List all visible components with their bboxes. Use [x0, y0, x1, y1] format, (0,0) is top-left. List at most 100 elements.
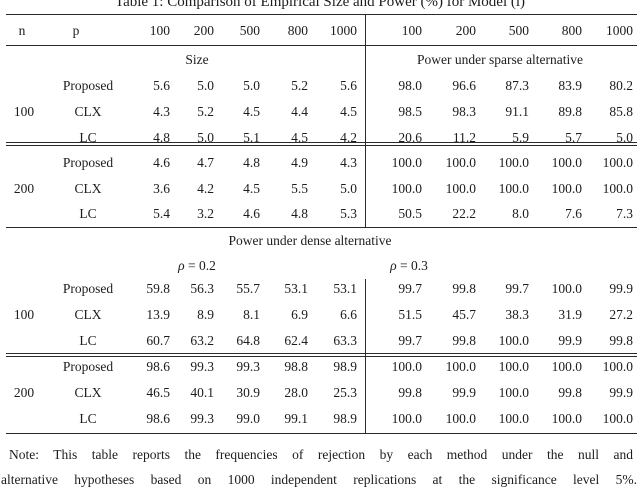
- method-label: CLX: [74, 181, 102, 196]
- column-divider-top-panel: [365, 14, 366, 227]
- table-value: 100.0: [498, 155, 529, 170]
- table-value: 50.5: [398, 206, 422, 221]
- table-value: 8.0: [512, 206, 529, 221]
- rho-02-label: ρ = 0.2: [178, 258, 216, 273]
- rho-03-label: ρ = 0.3: [390, 258, 428, 273]
- table-value: 98.5: [398, 104, 422, 119]
- table-value: 5.2: [197, 104, 214, 119]
- table-value: 100.0: [551, 155, 582, 170]
- col-header-p-value: 100: [401, 23, 422, 38]
- table-value: 22.2: [452, 206, 476, 221]
- rule-block-sep-2a: [6, 353, 637, 354]
- table-value: 89.8: [558, 104, 582, 119]
- table-value: 91.1: [505, 104, 529, 119]
- method-label: Proposed: [62, 281, 114, 296]
- table-value: 6.6: [340, 307, 357, 322]
- table-value: 5.0: [197, 130, 214, 145]
- table-value: 40.1: [190, 385, 214, 400]
- table-value: 100.0: [498, 333, 529, 348]
- table-value: 4.3: [340, 155, 357, 170]
- table-value: 5.6: [340, 78, 357, 93]
- table-value: 8.9: [197, 307, 214, 322]
- table-value: 4.5: [243, 181, 260, 196]
- method-label: LC: [79, 333, 97, 348]
- table-value: 99.8: [558, 385, 582, 400]
- method-label: CLX: [74, 385, 102, 400]
- table-value: 5.9: [512, 130, 529, 145]
- table-value: 100.0: [602, 155, 633, 170]
- table-value: 8.1: [243, 307, 260, 322]
- n-value: 100: [13, 307, 35, 322]
- table-value: 7.6: [565, 206, 582, 221]
- column-divider-bottom-panel: [365, 279, 366, 433]
- table-value: 99.8: [452, 281, 476, 296]
- table-value: 4.5: [340, 104, 357, 119]
- table-value: 98.9: [333, 411, 357, 426]
- table-value: 98.3: [452, 104, 476, 119]
- table-value: 100.0: [445, 359, 476, 374]
- table-value: 53.1: [284, 281, 308, 296]
- table-value: 99.3: [190, 411, 214, 426]
- table-value: 28.0: [284, 385, 308, 400]
- rule-block-sep-2b: [6, 356, 637, 357]
- table-value: 3.6: [153, 181, 170, 196]
- rule-below-header: [6, 45, 637, 46]
- table-value: 83.9: [558, 78, 582, 93]
- table-note-line1: Note: This table reports the frequencies…: [9, 447, 633, 462]
- table-value: 64.8: [236, 333, 260, 348]
- table-value: 100.0: [498, 359, 529, 374]
- col-header-n: n: [18, 23, 26, 38]
- col-header-p-value: 800: [561, 23, 582, 38]
- table-value: 53.1: [333, 281, 357, 296]
- table-value: 56.3: [190, 281, 214, 296]
- table-value: 27.2: [609, 307, 633, 322]
- table-value: 63.3: [333, 333, 357, 348]
- rule-table-top: [6, 14, 637, 15]
- n-value: 200: [13, 181, 35, 196]
- method-label: LC: [79, 206, 97, 221]
- table-value: 99.8: [452, 333, 476, 348]
- col-header-p: p: [72, 23, 80, 38]
- table-value: 4.2: [197, 181, 214, 196]
- method-label: LC: [79, 411, 97, 426]
- table-value: 63.2: [190, 333, 214, 348]
- col-header-p-value: 500: [508, 23, 529, 38]
- table-value: 5.0: [616, 130, 633, 145]
- table-value: 6.9: [291, 307, 308, 322]
- table-value: 4.6: [153, 155, 170, 170]
- method-label: LC: [79, 130, 97, 145]
- table-value: 100.0: [391, 359, 422, 374]
- table-value: 99.9: [558, 333, 582, 348]
- table-value: 13.9: [146, 307, 170, 322]
- table-value: 100.0: [551, 411, 582, 426]
- table-value: 7.3: [616, 206, 633, 221]
- table-value: 99.7: [398, 333, 422, 348]
- table-value: 100.0: [498, 181, 529, 196]
- table-value: 80.2: [609, 78, 633, 93]
- table-value: 100.0: [551, 359, 582, 374]
- table-value: 11.2: [452, 130, 476, 145]
- table-value: 99.9: [452, 385, 476, 400]
- table-value: 98.8: [284, 359, 308, 374]
- table-value: 87.3: [505, 78, 529, 93]
- table-value: 100.0: [602, 359, 633, 374]
- table-value: 62.4: [284, 333, 308, 348]
- table-value: 5.7: [565, 130, 582, 145]
- table-value: 99.3: [236, 359, 260, 374]
- method-label: CLX: [74, 104, 102, 119]
- table-value: 60.7: [146, 333, 170, 348]
- table-value: 4.8: [291, 206, 308, 221]
- table-value: 31.9: [558, 307, 582, 322]
- table-value: 100.0: [551, 181, 582, 196]
- table-value: 25.3: [333, 385, 357, 400]
- table-value: 100.0: [498, 411, 529, 426]
- table-value: 100.0: [391, 181, 422, 196]
- table-value: 5.0: [340, 181, 357, 196]
- rule-table-bottom: [6, 433, 637, 434]
- table-value: 100.0: [445, 181, 476, 196]
- table-value: 4.7: [197, 155, 214, 170]
- table-value: 96.6: [452, 78, 476, 93]
- band-size-label: Size: [185, 52, 209, 67]
- table-value: 45.7: [452, 307, 476, 322]
